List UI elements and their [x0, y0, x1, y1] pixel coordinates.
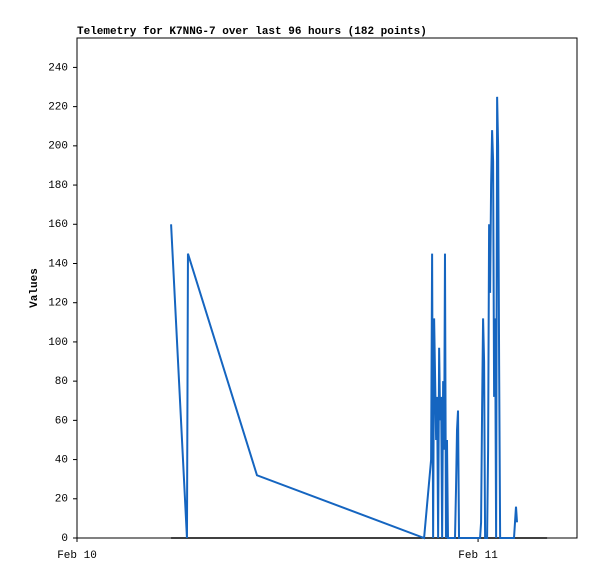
y-tick-label: 180: [48, 180, 68, 192]
y-tick-label: 240: [48, 62, 68, 74]
y-tick-label: 120: [48, 298, 68, 310]
series-line: [170, 96, 519, 540]
y-tick-label: 160: [48, 219, 68, 231]
y-tick-label: 200: [48, 141, 68, 153]
y-tick-label: 60: [55, 415, 68, 427]
chart-title: Telemetry for K7NNG-7 over last 96 hours…: [77, 26, 427, 38]
x-tick-label: Feb 11: [458, 550, 498, 562]
y-tick-label: 80: [55, 376, 68, 388]
y-tick-label: 40: [55, 454, 68, 466]
y-axis-label: Values: [29, 268, 41, 308]
y-tick-label: 140: [48, 258, 68, 270]
y-tick-label: 0: [61, 533, 68, 545]
y-tick-label: 20: [55, 494, 68, 506]
y-tick-label: 220: [48, 102, 68, 114]
plot-frame: [76, 37, 578, 539]
y-tick-label: 100: [48, 337, 68, 349]
x-tick-label: Feb 10: [57, 550, 97, 562]
